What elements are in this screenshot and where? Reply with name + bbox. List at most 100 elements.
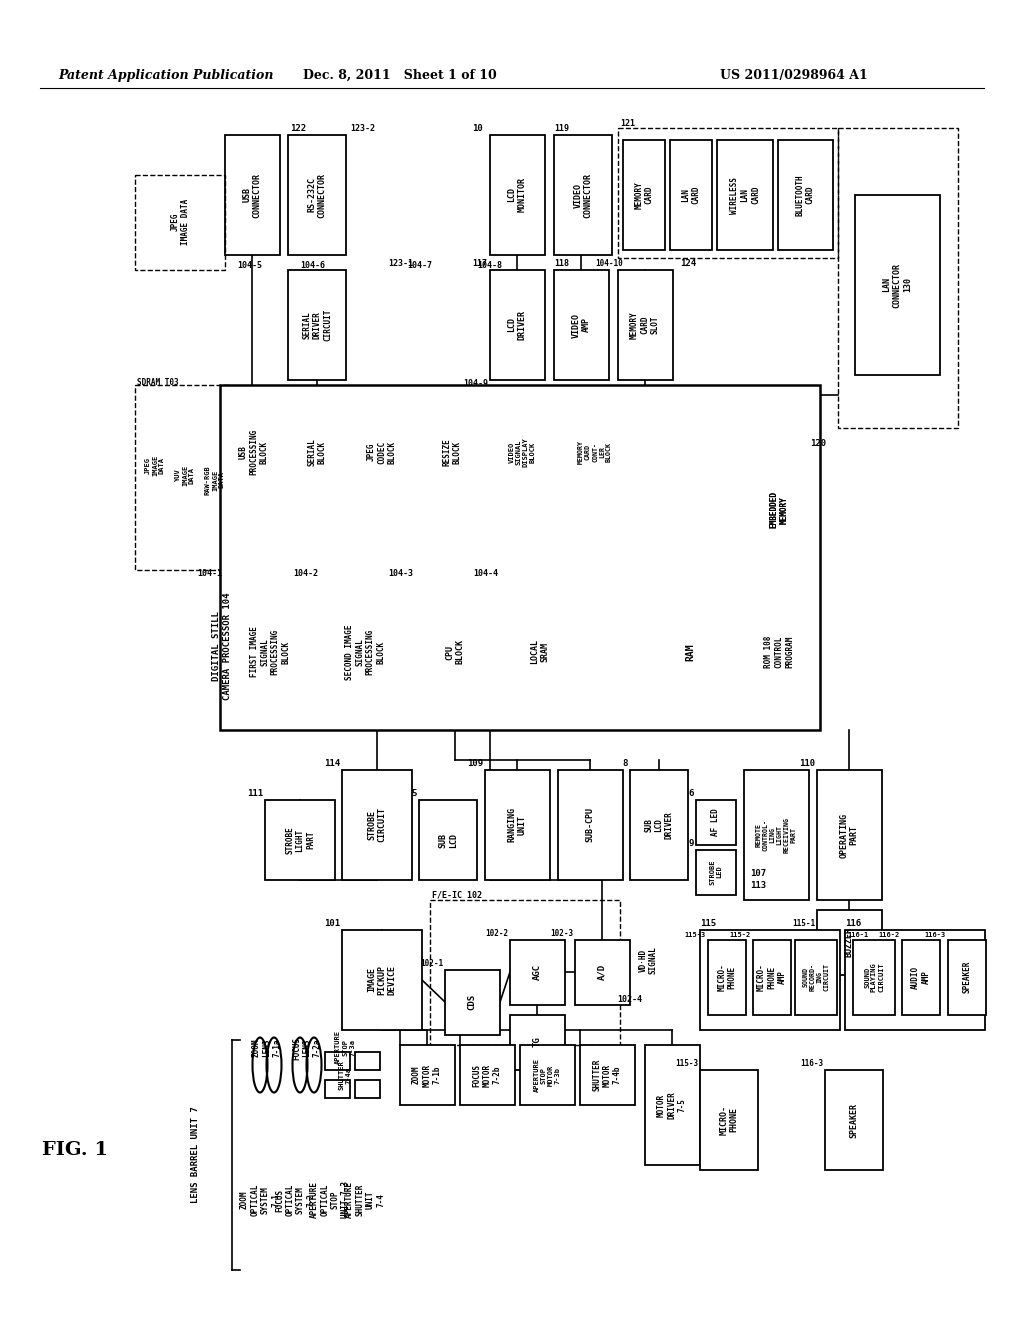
Text: APERTURE
STOP
MOTOR
7-3b: APERTURE STOP MOTOR 7-3b <box>534 1059 560 1092</box>
Bar <box>554 135 612 255</box>
Text: 104-6: 104-6 <box>300 260 326 269</box>
Text: APERTURE
SHUTTER
UNIT
7-4: APERTURE SHUTTER UNIT 7-4 <box>345 1181 385 1218</box>
Bar <box>225 135 280 255</box>
Text: 9: 9 <box>688 840 694 847</box>
Text: BUZZER: BUZZER <box>845 927 853 957</box>
Bar <box>753 940 791 1015</box>
Text: RANGING
UNIT: RANGING UNIT <box>507 808 526 842</box>
Bar <box>825 1071 883 1170</box>
Text: A/D: A/D <box>597 964 606 979</box>
Text: 116-1: 116-1 <box>847 932 868 939</box>
Text: JPEG
CODEC
BLOCK: JPEG CODEC BLOCK <box>367 441 397 463</box>
Text: USB
CONNECTOR: USB CONNECTOR <box>243 173 262 218</box>
Text: 102-1: 102-1 <box>420 960 443 968</box>
Text: SPEAKER: SPEAKER <box>963 961 972 993</box>
Text: OPERATING
PART: OPERATING PART <box>840 813 859 858</box>
Text: 124: 124 <box>680 259 696 268</box>
Bar <box>135 176 225 271</box>
Text: MICRO-
PHONE
AMP: MICRO- PHONE AMP <box>757 964 786 991</box>
Text: 104-1: 104-1 <box>197 569 222 578</box>
Bar <box>650 579 730 725</box>
Text: 102-2: 102-2 <box>485 929 508 939</box>
Text: CPU
BLOCK: CPU BLOCK <box>445 639 465 664</box>
Bar <box>325 1080 350 1098</box>
Text: 8: 8 <box>623 759 628 768</box>
Text: LENS BARREL UNIT 7: LENS BARREL UNIT 7 <box>190 1106 200 1204</box>
Text: MICRO-
PHONE: MICRO- PHONE <box>719 1105 738 1135</box>
Bar <box>817 770 882 900</box>
Text: Dec. 8, 2011   Sheet 1 of 10: Dec. 8, 2011 Sheet 1 of 10 <box>303 69 497 82</box>
Bar <box>510 940 565 1005</box>
Bar <box>623 140 665 249</box>
Bar <box>696 850 736 895</box>
Bar <box>554 271 609 380</box>
Bar <box>490 271 545 380</box>
Text: 121: 121 <box>620 119 635 128</box>
Text: AF LED: AF LED <box>712 808 721 836</box>
Bar <box>265 800 335 880</box>
Text: 104-10: 104-10 <box>595 259 623 268</box>
Bar <box>355 1080 380 1098</box>
Text: LCD
MONITOR: LCD MONITOR <box>507 177 526 213</box>
Text: ZOOM
OPTICAL
SYSTEM
7-1: ZOOM OPTICAL SYSTEM 7-1 <box>240 1184 281 1216</box>
Bar <box>750 450 808 570</box>
Text: MOTOR
DRIVER
7-5: MOTOR DRIVER 7-5 <box>657 1092 687 1119</box>
Bar <box>708 940 746 1015</box>
Text: VD·HD
SIGNAL: VD·HD SIGNAL <box>638 946 657 974</box>
Text: 104-9: 104-9 <box>463 379 488 388</box>
Bar <box>288 389 346 515</box>
Text: 117: 117 <box>472 259 487 268</box>
Bar <box>580 1045 635 1105</box>
Bar <box>795 940 837 1015</box>
Text: SOUND
PLAYING
CIRCUIT: SOUND PLAYING CIRCUIT <box>864 962 884 991</box>
Bar <box>445 970 500 1035</box>
Bar <box>288 271 346 380</box>
Text: VIDEO
SIGNAL
DISPLAY
BLOCK: VIDEO SIGNAL DISPLAY BLOCK <box>509 437 536 467</box>
Text: STROBE
CIRCUIT: STROBE CIRCUIT <box>368 808 387 842</box>
Bar <box>575 940 630 1005</box>
Text: RS-232C
CONNECTOR: RS-232C CONNECTOR <box>307 173 327 218</box>
Text: USB
PROCESSING
BLOCK: USB PROCESSING BLOCK <box>239 429 269 475</box>
Text: 119: 119 <box>554 124 569 133</box>
Text: SUB-CPU: SUB-CPU <box>586 808 595 842</box>
Text: MEMORY
CARD: MEMORY CARD <box>634 181 653 209</box>
Text: 116: 116 <box>845 919 861 928</box>
Text: 115-2: 115-2 <box>730 932 751 939</box>
Bar <box>490 135 545 255</box>
Bar <box>778 140 833 249</box>
Text: 104-4: 104-4 <box>473 569 498 578</box>
Text: 114: 114 <box>324 759 340 768</box>
Text: SDRAM T03: SDRAM T03 <box>137 378 178 387</box>
Text: LAN
CONNECTOR
130: LAN CONNECTOR 130 <box>882 263 912 308</box>
Text: 111: 111 <box>247 789 263 799</box>
Text: 102-3: 102-3 <box>550 929 573 939</box>
Text: SHUTTER
7-4a: SHUTTER 7-4a <box>339 1060 351 1090</box>
Bar <box>744 770 809 900</box>
Text: MICRO-
PHONE: MICRO- PHONE <box>717 964 736 991</box>
Text: 107: 107 <box>750 869 766 878</box>
Bar <box>419 800 477 880</box>
Text: RAM: RAM <box>685 643 695 661</box>
Text: VIDEO
AMP: VIDEO AMP <box>571 313 591 338</box>
Text: ZOOM
LENS
7-1a: ZOOM LENS 7-1a <box>252 1039 282 1057</box>
Bar <box>700 1071 758 1170</box>
Text: 116-3: 116-3 <box>925 932 946 939</box>
Text: 104-3: 104-3 <box>388 569 413 578</box>
Bar <box>510 1015 565 1071</box>
Text: 109: 109 <box>467 759 483 768</box>
Text: RESIZE
BLOCK: RESIZE BLOCK <box>442 438 462 466</box>
Bar <box>225 389 283 515</box>
Text: 116-2: 116-2 <box>879 932 900 939</box>
Text: DIGITAL STILL
CAMERA PROCESSOR 104: DIGITAL STILL CAMERA PROCESSOR 104 <box>212 593 231 700</box>
Text: Patent Application Publication: Patent Application Publication <box>58 69 273 82</box>
Bar <box>630 770 688 880</box>
Text: FIG. 1: FIG. 1 <box>42 1140 109 1159</box>
Bar <box>853 940 895 1015</box>
Bar <box>845 931 985 1030</box>
Text: SPEAKER: SPEAKER <box>850 1102 858 1138</box>
Bar <box>400 1045 455 1105</box>
Bar <box>342 770 412 880</box>
Bar <box>618 128 838 257</box>
Text: 104-5: 104-5 <box>238 260 262 269</box>
Text: EMBEDDED
MEMORY: EMBEDDED MEMORY <box>769 491 788 528</box>
